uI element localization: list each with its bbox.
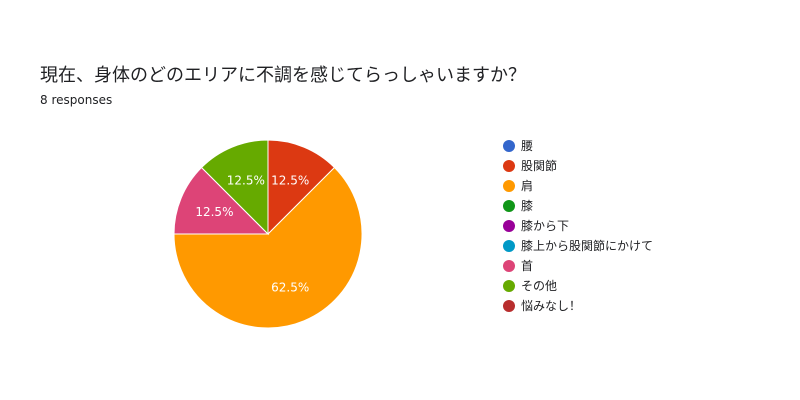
legend-label: 膝上から股関節にかけて: [521, 239, 654, 253]
legend-swatch: [503, 180, 515, 192]
legend-label: その他: [521, 279, 558, 293]
slice-percent-label: 12.5%: [271, 173, 309, 187]
question-title: 現在、身体のどのエリアに不調を感じてらっしゃいますか？: [40, 65, 526, 86]
pie-slices: [173, 139, 363, 329]
legend-label: 腰: [521, 139, 534, 153]
legend-swatch: [503, 200, 515, 212]
slice-percent-label: 62.5%: [271, 281, 309, 295]
legend-swatch: [503, 140, 515, 152]
legend-label: 首: [521, 259, 534, 273]
pie-slice-labels: 12.5% 62.5% 12.5% 12.5%: [195, 173, 309, 294]
legend-swatch: [503, 220, 515, 232]
legend-item[interactable]: 膝上から股関節にかけて: [503, 236, 653, 256]
legend-swatch: [503, 300, 515, 312]
legend-label: 膝から下: [521, 219, 570, 233]
slice-percent-label: 12.5%: [227, 173, 265, 187]
pie-slice[interactable]: [173, 166, 363, 329]
legend-item[interactable]: 肩: [503, 176, 653, 196]
legend-label: 肩: [521, 179, 534, 193]
legend-swatch: [503, 280, 515, 292]
legend-item[interactable]: 首: [503, 256, 653, 276]
legend-item[interactable]: 膝: [503, 196, 653, 216]
chart-legend: 腰股関節肩膝膝から下膝上から股関節にかけて首その他悩みなし！: [503, 136, 653, 316]
pie-slice[interactable]: [173, 166, 270, 235]
legend-swatch: [503, 160, 515, 172]
legend-label: 膝: [521, 199, 534, 213]
legend-item[interactable]: その他: [503, 276, 653, 296]
legend-label: 股関節: [521, 159, 558, 173]
slice-percent-label: 12.5%: [195, 205, 233, 219]
legend-item[interactable]: 股関節: [503, 156, 653, 176]
legend-item[interactable]: 腰: [503, 136, 653, 156]
legend-item[interactable]: 膝から下: [503, 216, 653, 236]
legend-label: 悩みなし！: [521, 299, 582, 313]
legend-swatch: [503, 260, 515, 272]
legend-swatch: [503, 240, 515, 252]
pie-slice[interactable]: [267, 139, 336, 236]
legend-item[interactable]: 悩みなし！: [503, 296, 653, 316]
response-count: 8 responses: [40, 93, 113, 107]
pie-slice[interactable]: [200, 139, 269, 236]
